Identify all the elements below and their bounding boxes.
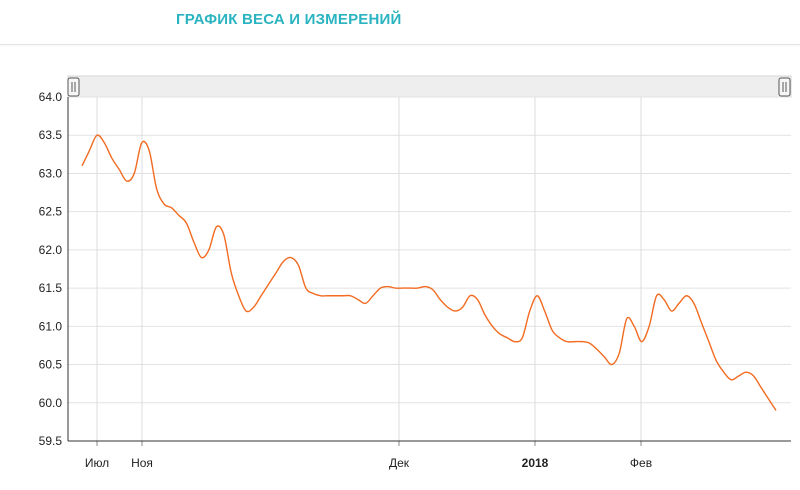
x-tick-label: Дек [389, 456, 410, 470]
page-header: ГРАФИК ВЕСА И ИЗМЕРЕНИЙ [0, 0, 800, 45]
y-tick-label: 61.0 [39, 319, 63, 333]
y-tick-label: 62.5 [39, 205, 63, 219]
range-navigator[interactable] [67, 75, 792, 98]
grid [68, 96, 791, 442]
axes: 59.5 60.0 60.5 61.0 61.5 62.0 62.5 63.0 63.5 64.0… [39, 90, 791, 470]
x-tick-label: Фев [630, 456, 652, 470]
y-tick-label: 61.5 [39, 281, 63, 295]
y-tick-label: 62.0 [39, 243, 63, 257]
y-tick-label: 60.0 [39, 396, 63, 410]
y-tick-label: 59.5 [39, 434, 63, 448]
y-tick-label: 63.5 [39, 128, 63, 142]
x-tick-label: Ноя [131, 456, 153, 470]
y-tick-label: 60.5 [39, 358, 63, 372]
y-tick-label: 64.0 [39, 90, 63, 104]
x-tick-label: 2018 [522, 456, 549, 470]
x-tick-label: Июл [85, 456, 109, 470]
series [81, 134, 777, 411]
range-handle-left[interactable] [67, 77, 80, 97]
weight-series-line [81, 134, 777, 411]
range-handle-right[interactable] [778, 77, 791, 97]
page-title: ГРАФИК ВЕСА И ИЗМЕРЕНИЙ [176, 11, 402, 28]
y-tick-label: 63.0 [39, 166, 63, 180]
